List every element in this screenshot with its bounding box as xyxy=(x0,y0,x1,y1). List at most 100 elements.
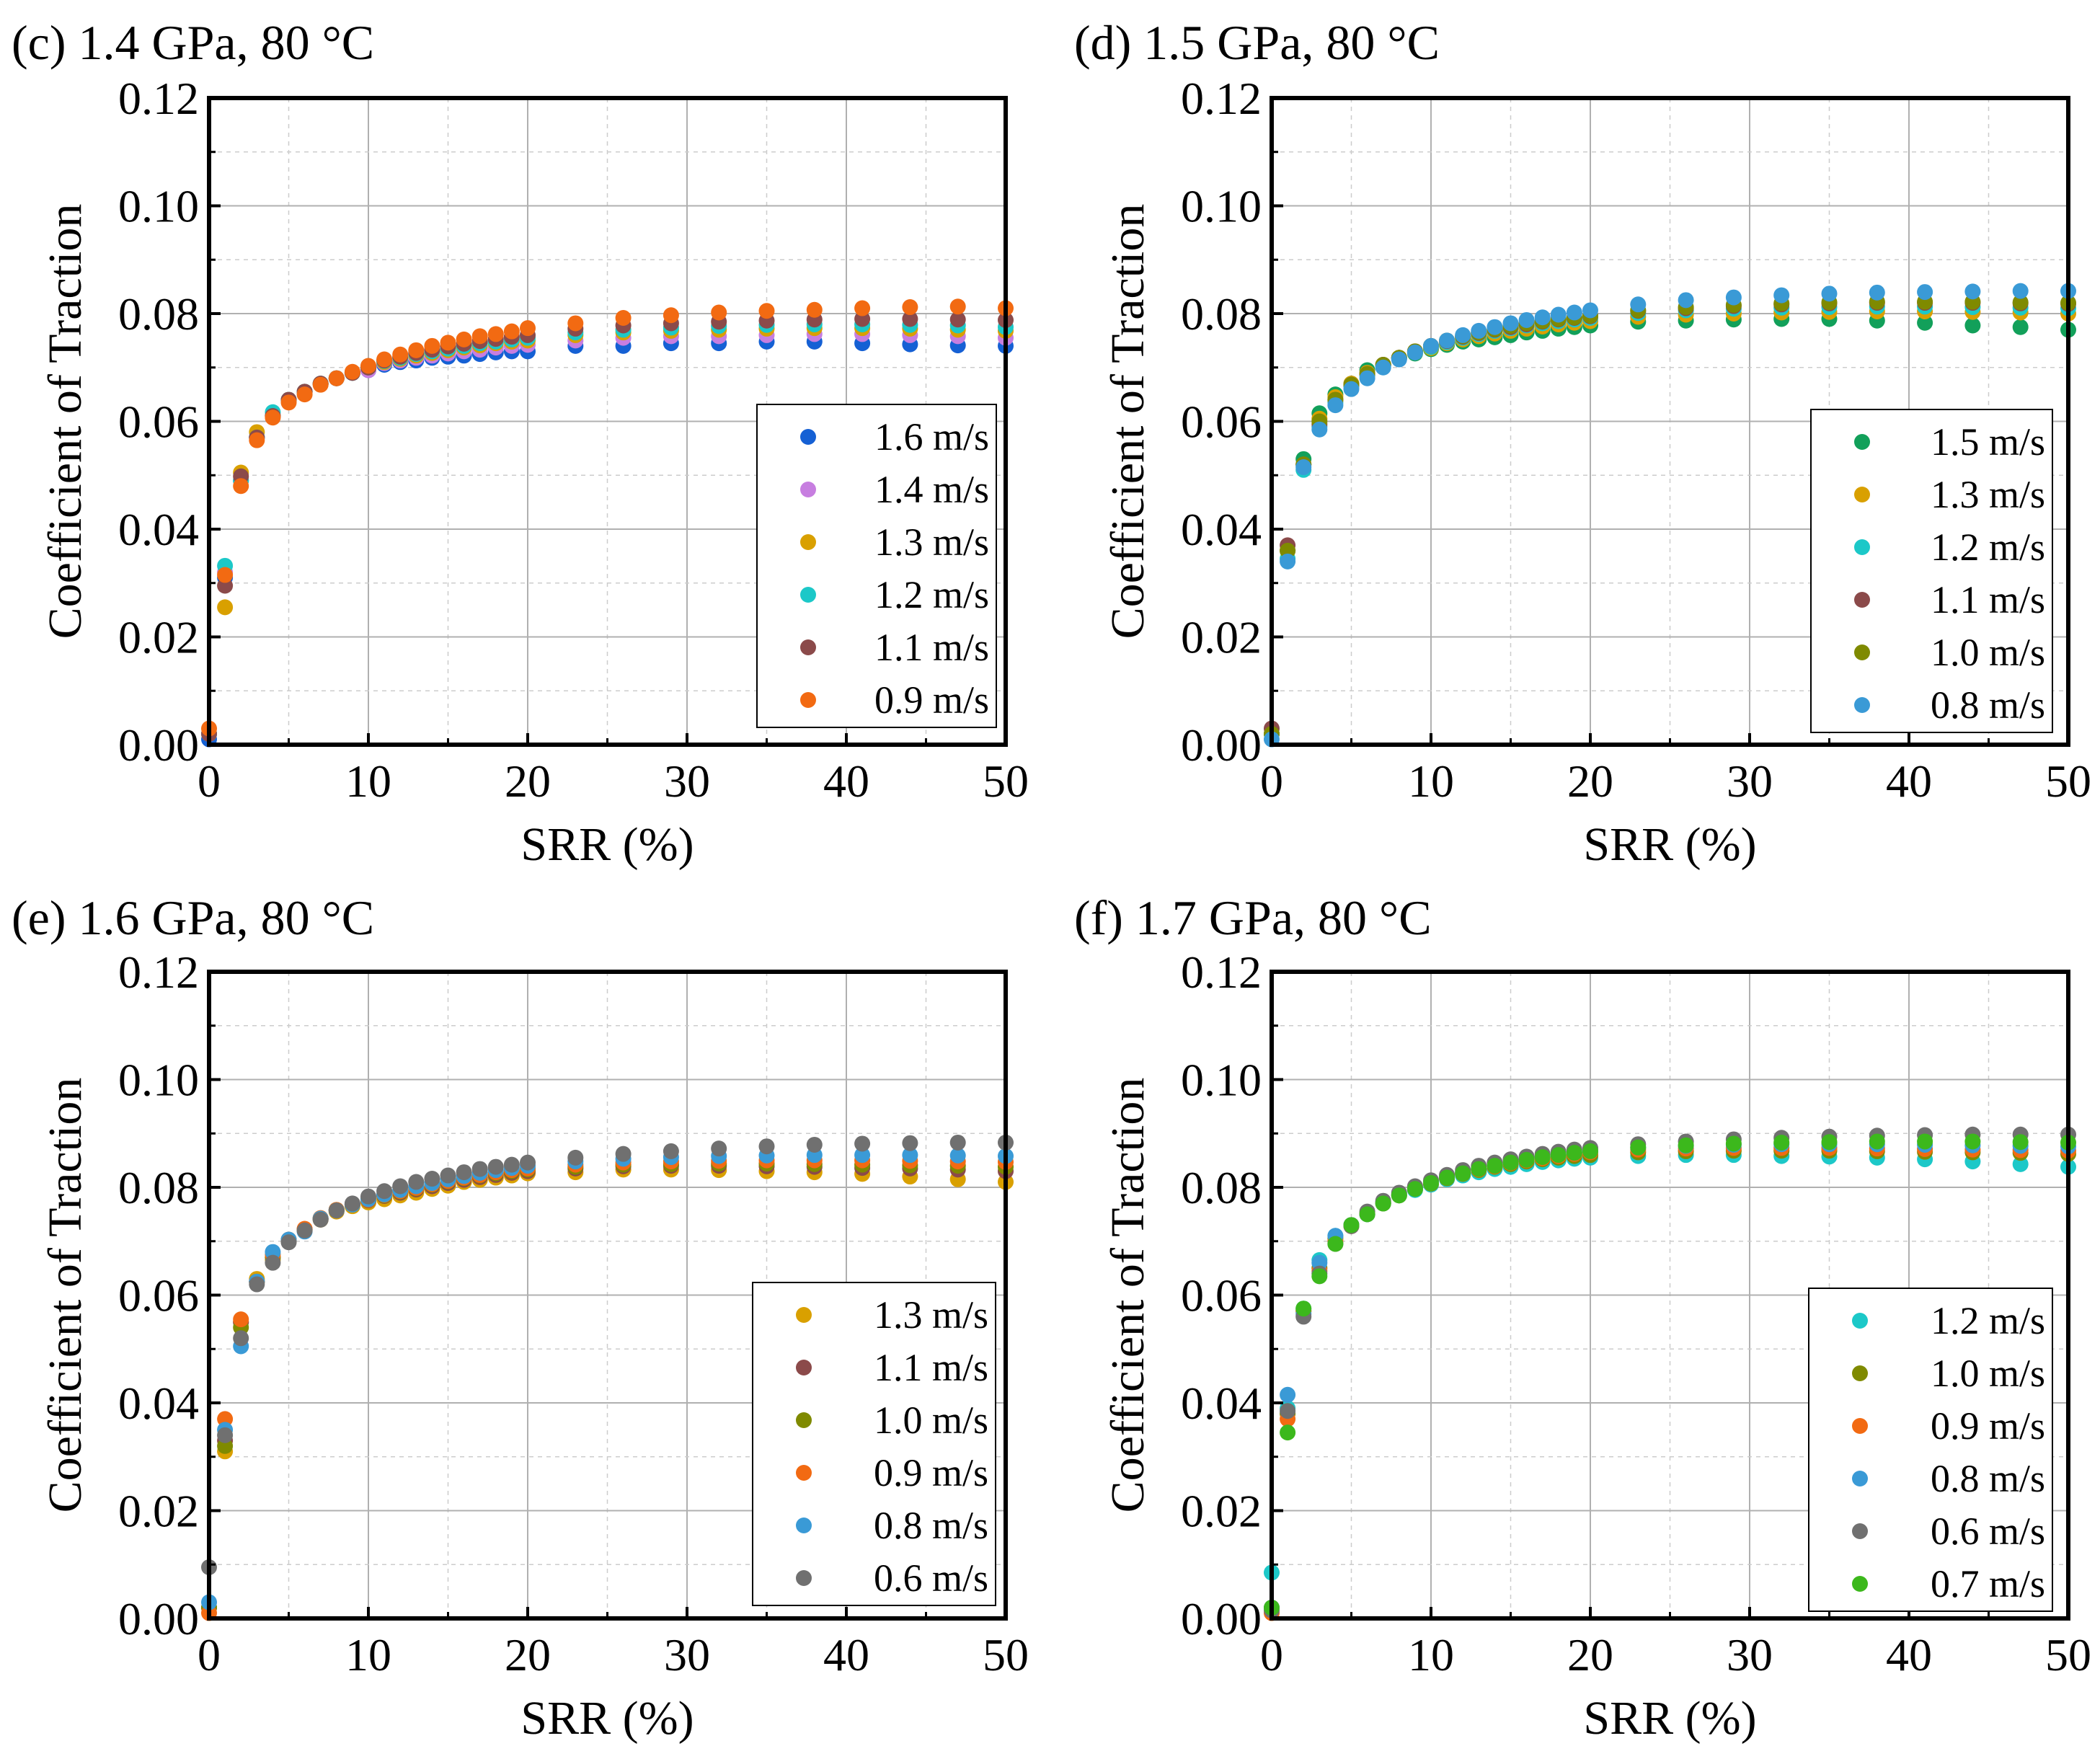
chart-panel-e: (e) 1.6 GPa, 80 °C 0 10 20 30 40 50 0.00 0.02 0.0… xyxy=(12,890,1029,1745)
x-tick-label: 0 xyxy=(1260,1629,1283,1680)
data-point xyxy=(360,1188,376,1205)
data-point xyxy=(1582,1143,1598,1159)
y-tick-label: 0.08 xyxy=(1181,288,1262,340)
data-point xyxy=(1550,306,1567,323)
legend-marker xyxy=(1854,434,1870,450)
legend: 1.3 m/s 1.1 m/s 1.0 m/s 0.9 m/s 0.8 m/s 0.6 m… xyxy=(752,1282,996,1606)
x-tick-label: 40 xyxy=(823,756,869,807)
y-tick-label: 0.10 xyxy=(118,1055,199,1106)
data-point xyxy=(233,478,249,495)
data-point xyxy=(949,1147,966,1164)
legend: 1.5 m/s 1.3 m/s 1.2 m/s 1.1 m/s 1.0 m/s 0.8 m… xyxy=(1810,409,2053,733)
data-point xyxy=(1869,1133,1885,1150)
data-point xyxy=(312,376,329,393)
data-point xyxy=(456,1164,472,1181)
legend-marker xyxy=(1852,1418,1868,1434)
data-points xyxy=(1264,1126,2076,1621)
data-point xyxy=(1917,1133,1933,1150)
data-point xyxy=(1311,1268,1328,1285)
data-point xyxy=(503,323,520,340)
data-point xyxy=(265,1254,281,1271)
legend-label: 1.0 m/s xyxy=(1931,1352,2045,1395)
legend-label: 0.6 m/s xyxy=(874,1556,988,1600)
data-point xyxy=(328,370,345,386)
data-point xyxy=(344,1195,360,1212)
data-point xyxy=(520,1154,536,1171)
data-point xyxy=(1327,1236,1344,1252)
x-tick-label: 50 xyxy=(2045,1629,2091,1680)
data-point xyxy=(265,409,281,426)
data-point xyxy=(1406,344,1423,360)
legend-label: 1.4 m/s xyxy=(874,468,989,511)
data-point xyxy=(1375,1195,1391,1212)
data-point xyxy=(408,1174,425,1190)
data-point xyxy=(1534,309,1551,326)
x-tick-label: 50 xyxy=(983,1629,1029,1680)
data-point xyxy=(1471,322,1487,339)
y-tick-label: 0.00 xyxy=(1181,1593,1262,1644)
data-point xyxy=(1964,1133,1981,1150)
data-point xyxy=(1406,1181,1423,1197)
data-point xyxy=(1391,1187,1407,1204)
legend-label: 0.6 m/s xyxy=(1931,1510,2045,1553)
legend-marker xyxy=(796,1360,812,1375)
data-point xyxy=(1550,1147,1567,1164)
y-tick-label: 0.04 xyxy=(1181,1378,1262,1429)
data-point xyxy=(296,386,313,403)
data-point xyxy=(1280,553,1296,570)
data-point xyxy=(1295,459,1312,476)
data-point xyxy=(2012,1134,2029,1151)
data-point xyxy=(1455,1165,1471,1182)
data-point xyxy=(1502,315,1519,332)
data-point xyxy=(2012,1156,2029,1172)
y-tick-label: 0.00 xyxy=(118,1593,199,1644)
data-point xyxy=(854,1147,871,1164)
data-point xyxy=(1502,1154,1519,1171)
data-point xyxy=(249,432,265,448)
y-tick-label: 0.02 xyxy=(118,1486,199,1537)
data-points xyxy=(1264,283,2076,748)
data-point xyxy=(1439,332,1456,349)
x-tick-label: 10 xyxy=(1408,756,1454,807)
data-point xyxy=(2012,294,2029,311)
data-point xyxy=(440,334,456,351)
data-point xyxy=(1295,1301,1312,1317)
data-point xyxy=(1773,287,1790,303)
data-point xyxy=(806,1136,823,1153)
legend-marker xyxy=(800,587,816,603)
legend-label: 0.9 m/s xyxy=(874,678,989,722)
legend-marker xyxy=(1854,592,1870,608)
x-tick-label: 30 xyxy=(1727,1629,1773,1680)
data-point xyxy=(1630,1139,1647,1156)
legend-box xyxy=(1810,409,2053,733)
data-point xyxy=(949,1134,966,1151)
x-tick-label: 20 xyxy=(505,1629,551,1680)
data-point xyxy=(487,326,504,342)
legend-label: 1.3 m/s xyxy=(874,520,989,564)
chart-panel-f: (f) 1.7 GPa, 80 °C 0 10 20 30 40 50 0.00 0.02 0.0… xyxy=(1074,890,2091,1745)
x-tick-label: 0 xyxy=(198,756,221,807)
data-point xyxy=(424,1171,440,1187)
data-point xyxy=(1821,285,1838,302)
legend-marker xyxy=(800,482,816,497)
data-point xyxy=(1343,381,1360,397)
data-point xyxy=(1566,304,1582,321)
y-axis-label: Coefficient of Traction xyxy=(1102,1078,1154,1513)
legend-marker xyxy=(796,1465,812,1481)
data-point xyxy=(217,599,234,616)
y-tick-label: 0.10 xyxy=(118,181,199,232)
data-points xyxy=(201,1134,1014,1621)
data-point xyxy=(1280,1386,1296,1403)
x-tick-label: 0 xyxy=(1260,756,1283,807)
legend-label: 0.8 m/s xyxy=(874,1504,988,1547)
x-axis-label: SRR (%) xyxy=(520,1692,694,1745)
data-point xyxy=(1869,284,1885,301)
data-point xyxy=(902,311,918,327)
y-tick-label: 0.06 xyxy=(1181,396,1262,448)
y-tick-label: 0.00 xyxy=(1181,719,1262,771)
x-tick-label: 40 xyxy=(1886,756,1932,807)
y-tick-label: 0.02 xyxy=(118,612,199,663)
data-point xyxy=(2012,283,2029,299)
data-point xyxy=(902,1135,918,1151)
